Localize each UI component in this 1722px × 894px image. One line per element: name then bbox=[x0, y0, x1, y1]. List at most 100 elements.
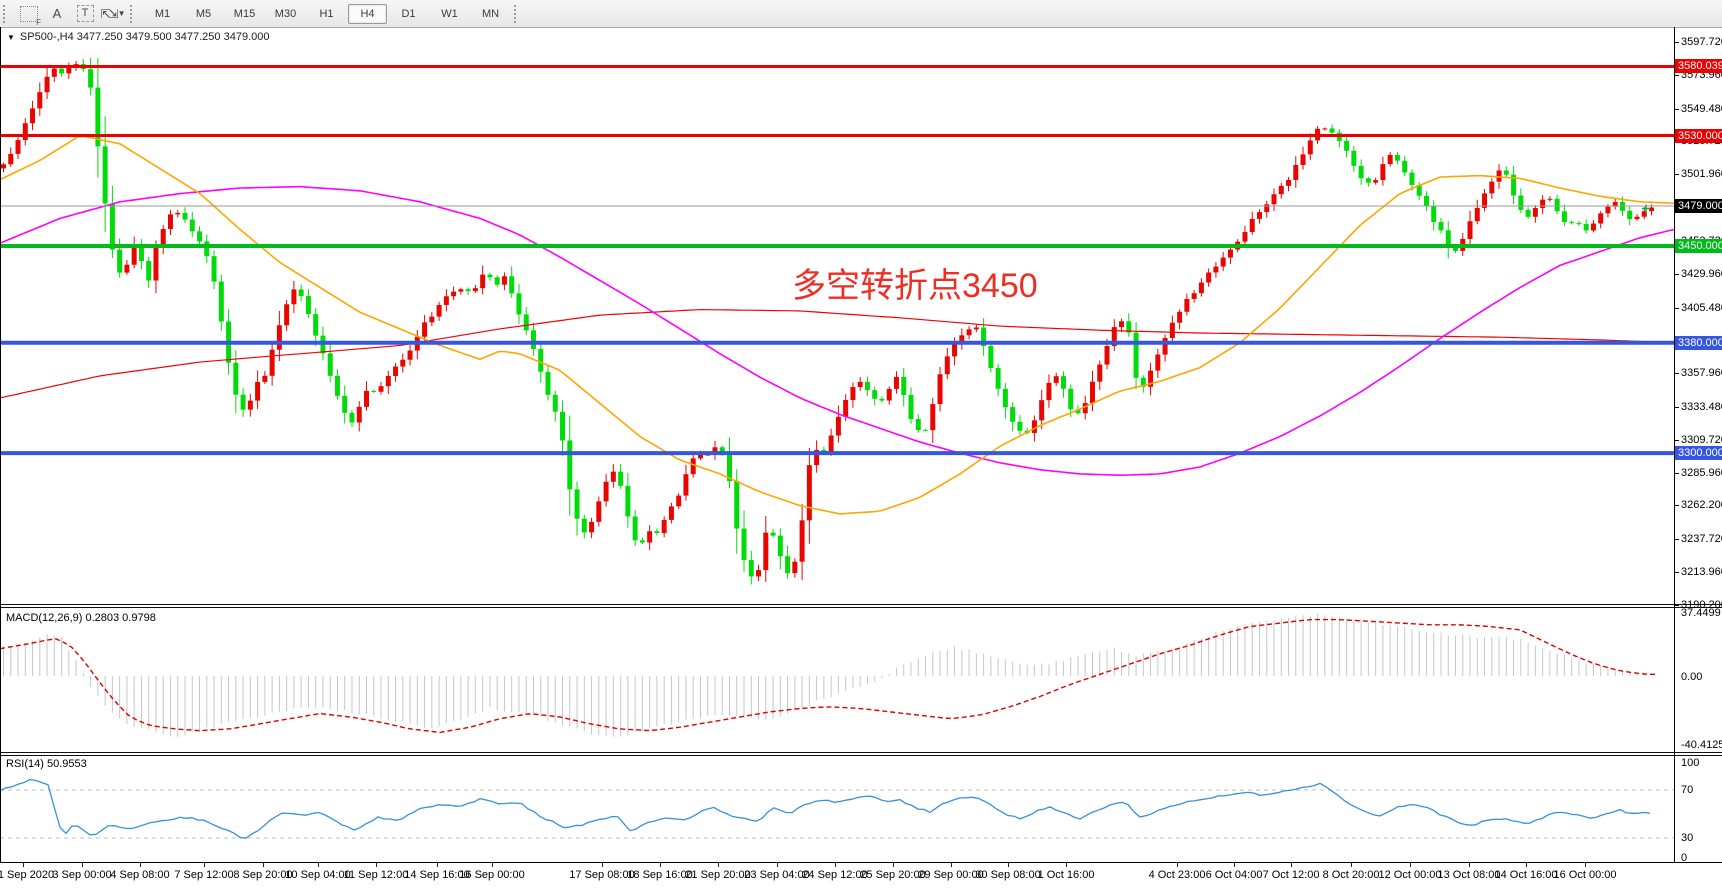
y-axis-tick bbox=[1674, 605, 1679, 606]
x-axis-label: 30 Sep 08:00 bbox=[975, 869, 1041, 881]
rsi-scale-label: 100 bbox=[1681, 757, 1700, 769]
toolbar-grip[interactable] bbox=[130, 4, 139, 23]
price-level-badge: 3450.000 bbox=[1675, 239, 1722, 253]
y-axis-label: 3213.960 bbox=[1681, 566, 1722, 578]
x-axis-label: 4 Sep 08:00 bbox=[110, 869, 170, 881]
text-box-icon[interactable]: T bbox=[73, 4, 97, 24]
chart-left-border bbox=[0, 27, 1, 863]
y-axis-tick bbox=[1674, 274, 1679, 275]
x-axis-tick bbox=[318, 863, 319, 867]
macd-indicator-panel[interactable] bbox=[0, 608, 1674, 752]
y-axis-tick bbox=[1674, 109, 1679, 110]
price-level-badge: 3380.000 bbox=[1675, 336, 1722, 350]
toolbar-grip[interactable] bbox=[514, 4, 523, 23]
panel-splitter[interactable] bbox=[0, 604, 1722, 608]
toolbar: A T ⇱⇲▼ M1 M5 M15 M30 H1 H4 D1 W1 MN bbox=[0, 0, 1722, 28]
price-axis-border[interactable] bbox=[1674, 27, 1675, 863]
x-axis-tick bbox=[835, 863, 836, 867]
macd-scale-zero: 0.00 bbox=[1681, 671, 1703, 683]
x-axis-tick bbox=[263, 863, 264, 867]
y-axis-label: 3262.200 bbox=[1681, 499, 1722, 511]
candles-layer bbox=[1, 57, 1655, 585]
macd-scale-min: -40.4125 bbox=[1681, 739, 1722, 751]
x-axis-label: 8 Oct 20:00 bbox=[1322, 869, 1380, 881]
y-axis-tick bbox=[1674, 308, 1679, 309]
y-axis-label: 3333.480 bbox=[1681, 401, 1722, 413]
symbol-ohlc-title[interactable]: ▼ SP500-,H4 3477.250 3479.500 3477.250 34… bbox=[7, 31, 269, 43]
timeframe-button-M1[interactable]: M1 bbox=[154, 7, 171, 20]
x-axis-label: 16 Oct 00:00 bbox=[1553, 869, 1617, 881]
x-axis-label: 14 Sep 16:00 bbox=[404, 869, 470, 881]
rsi-scale-label: 30 bbox=[1681, 832, 1694, 844]
y-axis-label: 3357.960 bbox=[1681, 367, 1722, 379]
price-level-badge: 3530.000 bbox=[1675, 129, 1722, 143]
rsi-indicator-panel[interactable] bbox=[0, 756, 1674, 862]
x-axis-label: 10 Sep 04:00 bbox=[285, 869, 351, 881]
y-axis-label: 3597.720 bbox=[1681, 36, 1722, 48]
x-axis-label: 8 Sep 20:00 bbox=[233, 869, 293, 881]
x-axis-label: 12 Oct 00:00 bbox=[1378, 869, 1442, 881]
dropdown-caret-icon[interactable]: ▼ bbox=[117, 9, 126, 18]
y-axis-tick bbox=[1674, 373, 1679, 374]
x-axis-label: 29 Sep 00:00 bbox=[918, 869, 984, 881]
main-price-chart[interactable] bbox=[0, 27, 1674, 604]
x-axis-tick bbox=[777, 863, 778, 867]
timeframe-button-MN[interactable]: MN bbox=[481, 7, 500, 20]
timeframe-button-M5[interactable]: M5 bbox=[195, 7, 212, 20]
rsi-scale-label: 70 bbox=[1681, 784, 1694, 796]
x-axis-label: 1 Oct 16:00 bbox=[1037, 869, 1095, 881]
timeframe-button-W1[interactable]: W1 bbox=[441, 7, 458, 20]
text-label-icon[interactable]: A bbox=[52, 6, 62, 21]
x-axis-label: 7 Oct 12:00 bbox=[1262, 869, 1320, 881]
x-axis-tick bbox=[1585, 863, 1586, 867]
moving-average-line bbox=[0, 308, 1674, 399]
timeframe-button-M15[interactable]: M15 bbox=[233, 7, 256, 20]
x-axis-tick bbox=[437, 863, 438, 867]
y-axis-tick bbox=[1674, 473, 1679, 474]
chart-shift-grid-icon[interactable] bbox=[17, 4, 41, 27]
y-axis-tick bbox=[1674, 572, 1679, 573]
y-axis-label: 3237.720 bbox=[1681, 533, 1722, 545]
toolbar-grip[interactable] bbox=[3, 4, 12, 23]
x-axis-label: 21 Sep 20:00 bbox=[685, 869, 751, 881]
timeframe-button-M30[interactable]: M30 bbox=[274, 7, 297, 20]
x-axis-tick bbox=[1234, 863, 1235, 867]
y-axis-tick bbox=[1674, 42, 1679, 43]
x-axis-label: 14 Oct 16:00 bbox=[1494, 869, 1558, 881]
x-axis-tick bbox=[376, 863, 377, 867]
x-axis-tick bbox=[492, 863, 493, 867]
x-axis-tick bbox=[951, 863, 952, 867]
x-axis-label: 4 Oct 23:00 bbox=[1148, 869, 1206, 881]
x-axis-label: 3 Sep 00:00 bbox=[52, 869, 112, 881]
x-axis-label: 24 Sep 12:00 bbox=[802, 869, 868, 881]
y-axis-label: 3501.960 bbox=[1681, 168, 1722, 180]
x-axis-tick bbox=[1291, 863, 1292, 867]
x-axis-tick bbox=[23, 863, 24, 867]
y-axis-label: 3309.720 bbox=[1681, 434, 1722, 446]
macd-signal-line bbox=[0, 618, 1656, 734]
x-axis-label: 1 Sep 2020 bbox=[0, 869, 55, 881]
x-axis-label: 11 Sep 12:00 bbox=[343, 869, 409, 881]
chart-annotation-text[interactable]: 多空转折点3450 bbox=[792, 267, 1038, 305]
timeframe-button-D1[interactable]: D1 bbox=[401, 7, 416, 20]
x-axis-tick bbox=[204, 863, 205, 867]
current-price-badge: 3479.000 bbox=[1675, 199, 1722, 213]
chevron-down-icon[interactable]: ▼ bbox=[7, 33, 15, 42]
timeframe-button-H1[interactable]: H1 bbox=[319, 7, 334, 20]
timeframe-button-H4[interactable]: H4 bbox=[348, 3, 387, 24]
x-axis-tick bbox=[1410, 863, 1411, 867]
macd-label: MACD(12,26,9) 0.2803 0.9798 bbox=[6, 612, 156, 624]
x-axis-label: 7 Sep 12:00 bbox=[174, 869, 234, 881]
y-axis-label: 3190.200 bbox=[1681, 599, 1722, 611]
x-axis-label: 16 Sep 00:00 bbox=[459, 869, 525, 881]
timeframe-button-group: M1 M5 M15 M30 H1 H4 D1 W1 MN bbox=[142, 3, 511, 24]
rsi-label: RSI(14) 50.9553 bbox=[6, 758, 87, 770]
panel-splitter[interactable] bbox=[0, 752, 1722, 756]
y-axis-label: 3405.480 bbox=[1681, 302, 1722, 314]
x-axis-label: 6 Oct 04:00 bbox=[1205, 869, 1263, 881]
x-axis-tick bbox=[602, 863, 603, 867]
price-level-badge: 3580.039 bbox=[1675, 59, 1722, 73]
x-axis-tick bbox=[1008, 863, 1009, 867]
arrow-objects-icon[interactable]: ⇱⇲ ▼ bbox=[100, 6, 126, 21]
price-level-badge: 3300.000 bbox=[1675, 446, 1722, 460]
